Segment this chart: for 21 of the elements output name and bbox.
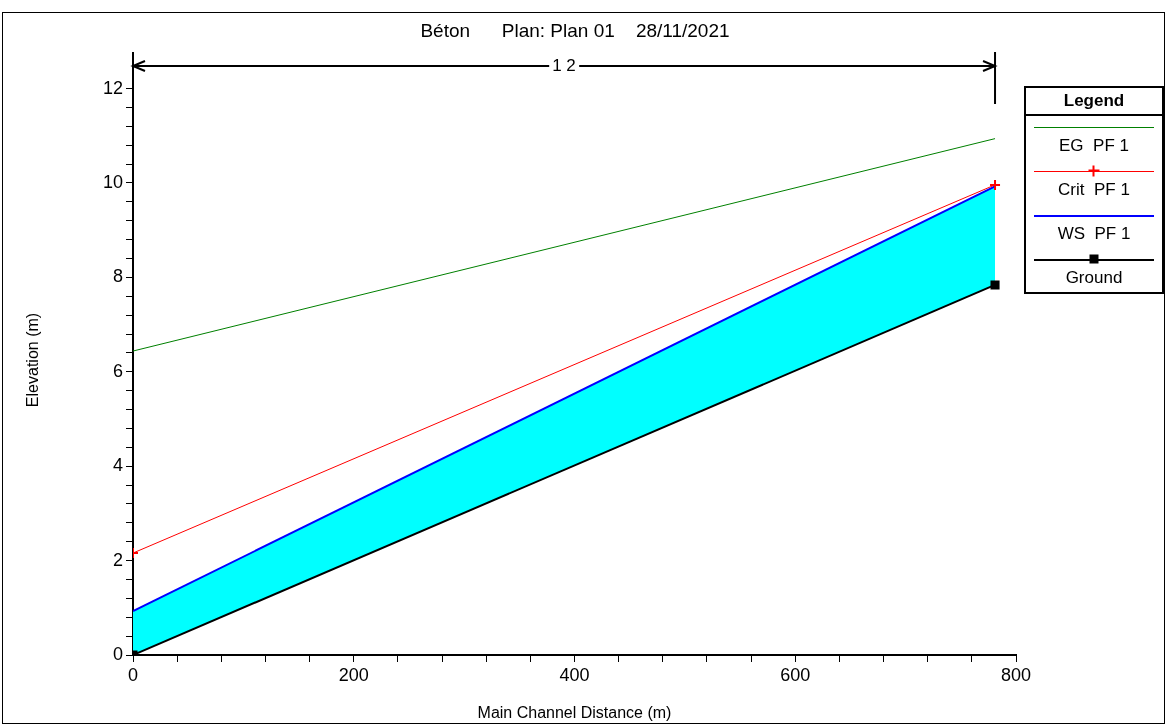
x-tick-label: 800	[1000, 664, 1032, 685]
y-tick-label: 10	[102, 171, 123, 192]
y-tick-label: 0	[112, 643, 123, 664]
y-tick-label: 6	[112, 360, 123, 381]
y-tick-label: 12	[102, 77, 123, 98]
text: WS PF 1	[1056, 223, 1132, 245]
x-tick-label: 600	[780, 664, 811, 685]
y-tick-label: 2	[112, 549, 123, 570]
x-tick-label: 200	[338, 664, 369, 685]
legend-title: Legend	[1026, 88, 1162, 116]
y-axis-title: Elevation (m)	[24, 312, 42, 408]
chart-title: Béton Plan: Plan 01 28/11/2021	[419, 20, 731, 42]
x-tick-label: 0	[127, 664, 139, 685]
legend-label: Ground	[1064, 267, 1124, 289]
x-axis-title: Main Channel Distance (m)	[477, 703, 672, 721]
annotation: 1 2	[549, 56, 579, 76]
text: EG PF 1	[1058, 135, 1130, 157]
y-tick-label: 8	[112, 266, 123, 287]
x-tick-label: 400	[559, 664, 590, 685]
y-tick-label: 4	[112, 455, 123, 476]
legend-label: Crit PF 1	[1057, 179, 1131, 201]
